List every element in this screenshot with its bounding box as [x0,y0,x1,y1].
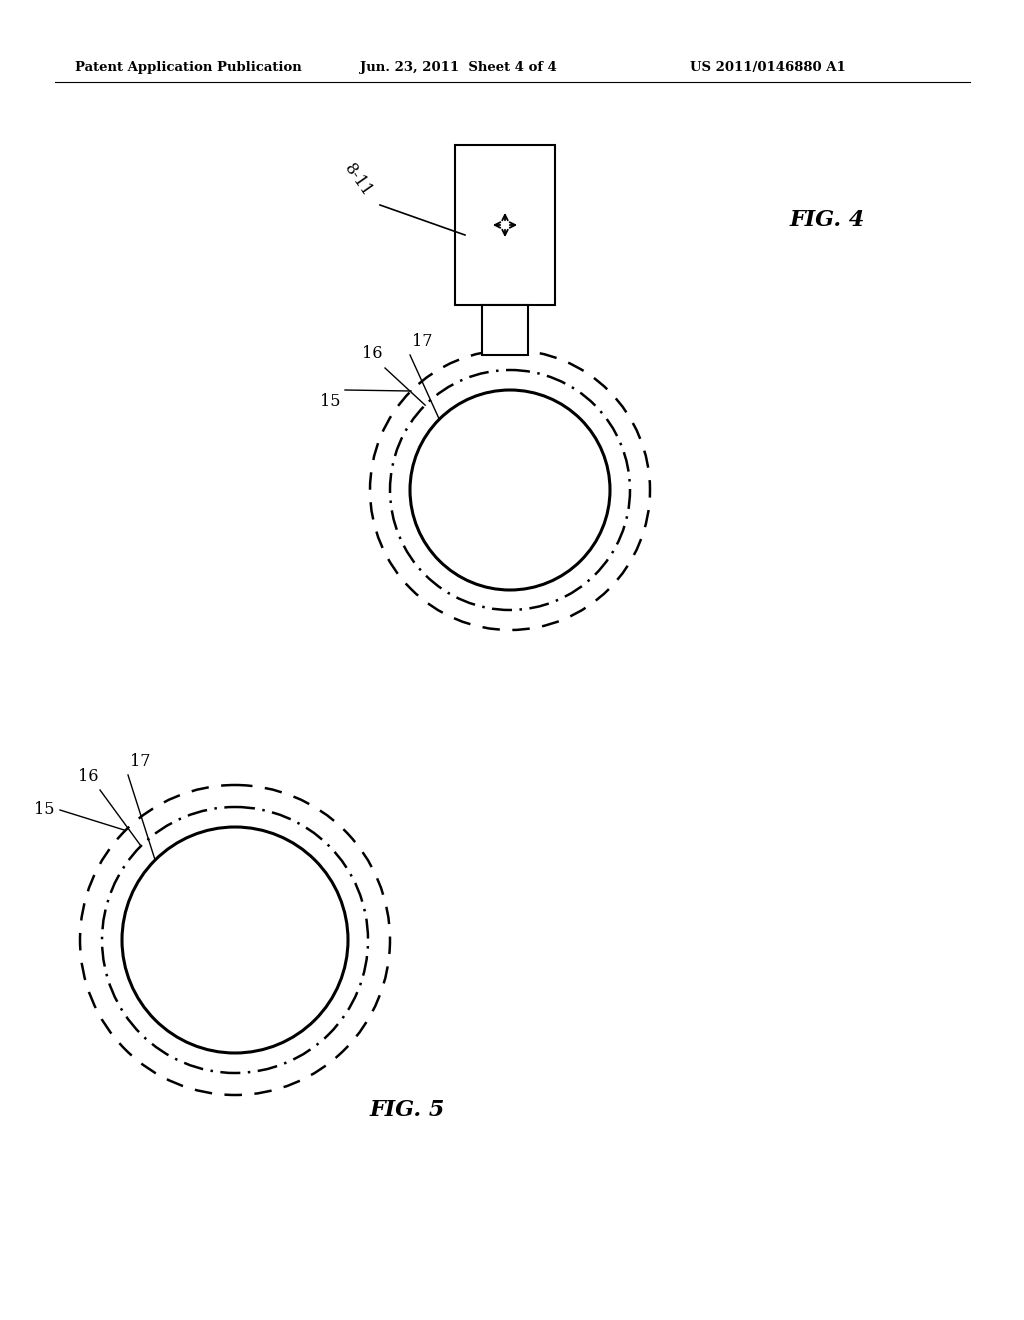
Bar [482,305,528,355]
Text: FIG. 5: FIG. 5 [370,1100,445,1121]
Bar [455,145,555,305]
Text: 15: 15 [35,801,55,818]
Text: US 2011/0146880 A1: US 2011/0146880 A1 [690,62,846,74]
Text: 16: 16 [78,768,98,785]
Text: 8-11: 8-11 [340,161,375,201]
Text: Jun. 23, 2011  Sheet 4 of 4: Jun. 23, 2011 Sheet 4 of 4 [360,62,557,74]
Text: 17: 17 [412,333,432,350]
Text: 17: 17 [130,752,151,770]
Text: 16: 16 [362,345,383,362]
Text: Patent Application Publication: Patent Application Publication [75,62,302,74]
Text: 15: 15 [319,393,340,411]
Text: FIG. 4: FIG. 4 [790,209,865,231]
